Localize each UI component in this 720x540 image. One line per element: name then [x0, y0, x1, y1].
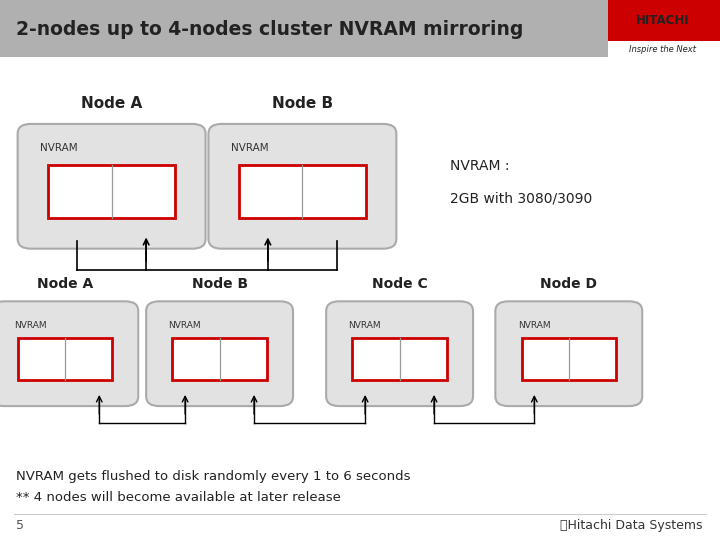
FancyBboxPatch shape [17, 338, 112, 380]
FancyBboxPatch shape [48, 165, 175, 218]
FancyBboxPatch shape [608, 0, 720, 40]
Text: Node D: Node D [540, 277, 598, 291]
Text: Inspire the Next: Inspire the Next [629, 45, 696, 54]
Text: ** 4 nodes will become available at later release: ** 4 nodes will become available at late… [16, 491, 341, 504]
Text: NVRAM: NVRAM [348, 321, 381, 330]
FancyBboxPatch shape [608, 0, 720, 57]
Text: 2GB with 3080/3090: 2GB with 3080/3090 [450, 191, 593, 205]
Text: ⓈHitachi Data Systems: ⓈHitachi Data Systems [559, 519, 702, 532]
FancyBboxPatch shape [172, 338, 267, 380]
Text: HITACHI: HITACHI [636, 14, 689, 27]
FancyBboxPatch shape [495, 301, 642, 406]
FancyBboxPatch shape [0, 301, 138, 406]
Text: NVRAM gets flushed to disk randomly every 1 to 6 seconds: NVRAM gets flushed to disk randomly ever… [16, 470, 410, 483]
FancyBboxPatch shape [239, 165, 366, 218]
Text: Node C: Node C [372, 277, 428, 291]
Text: Node B: Node B [192, 277, 248, 291]
FancyBboxPatch shape [17, 124, 206, 248]
FancyBboxPatch shape [146, 301, 293, 406]
Text: NVRAM: NVRAM [230, 143, 269, 153]
FancyBboxPatch shape [521, 338, 616, 380]
Text: NVRAM: NVRAM [40, 143, 78, 153]
Text: Node B: Node B [272, 97, 333, 111]
FancyBboxPatch shape [209, 124, 396, 248]
Text: NVRAM: NVRAM [14, 321, 46, 330]
Text: Node A: Node A [37, 277, 93, 291]
Text: NVRAM: NVRAM [518, 321, 550, 330]
Text: NVRAM: NVRAM [168, 321, 201, 330]
Text: 5: 5 [16, 519, 24, 532]
FancyBboxPatch shape [352, 338, 447, 380]
FancyBboxPatch shape [326, 301, 473, 406]
Text: NVRAM :: NVRAM : [450, 159, 510, 173]
Text: 2-nodes up to 4-nodes cluster NVRAM mirroring: 2-nodes up to 4-nodes cluster NVRAM mirr… [16, 19, 523, 39]
Text: Node A: Node A [81, 97, 143, 111]
FancyBboxPatch shape [0, 0, 720, 57]
